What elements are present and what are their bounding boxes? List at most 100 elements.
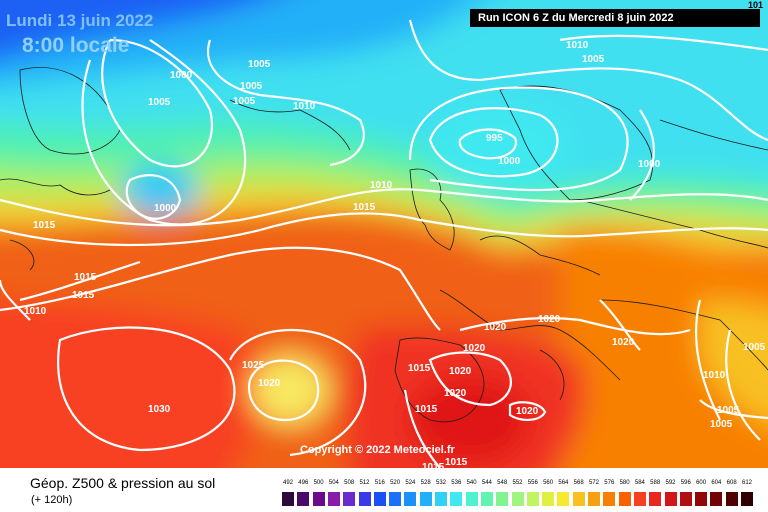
legend-label: 600 [696,480,707,486]
legend-swatches [282,492,756,506]
pressure-label: 1005 [710,419,733,430]
pressure-label: 1005 [717,405,740,416]
legend-swatch [419,492,432,506]
legend-label: 576 [604,480,615,486]
legend-label: 504 [328,480,339,486]
forecast-time: 8:00 locale [22,34,130,57]
legend-label: 608 [726,480,737,486]
legend-swatch [496,492,509,506]
pressure-label: 1005 [743,342,766,353]
legend-label: 548 [497,480,508,486]
pressure-label: 1000 [170,70,193,81]
pressure-label: 1005 [582,54,605,65]
legend-swatch [679,492,692,506]
product-title: Géop. Z500 & pression au sol [30,475,216,491]
legend-swatch [618,492,631,506]
legend-swatch [511,492,524,506]
legend-label: 528 [420,480,431,486]
legend-swatch [741,492,753,506]
legend-label: 604 [711,480,722,486]
legend-label: 512 [359,480,370,486]
pressure-label: 1005 [233,96,256,107]
run-info-banner: Run ICON 6 Z du Mercredi 8 juin 2022 [470,9,760,27]
pressure-label: 995 [486,133,503,144]
legend-swatch [358,492,371,506]
legend-label: 536 [451,480,462,486]
pressure-label: 1005 [148,97,171,108]
isobars [0,19,768,468]
map-canvas: 1000 1005 1005 1005 1005 1010 1000 1015 … [0,0,768,468]
legend-label: 540 [466,480,477,486]
legend-swatch [450,492,463,506]
color-scale-legend: 492 496 500 504 508 512 516 520 524 528 532 536 540 5… [282,480,756,506]
legend-swatch [373,492,386,506]
legend-label: 568 [573,480,584,486]
legend-swatch [389,492,402,506]
pressure-label: 1020 [484,322,507,333]
legend-swatch [633,492,646,506]
legend-swatch [526,492,539,506]
z500-color-field [0,0,768,468]
legend-label: 516 [374,480,385,486]
legend-swatch [435,492,447,506]
legend-label: 492 [282,480,293,486]
pressure-label: 1015 [422,462,445,468]
legend-label: 544 [481,480,492,486]
pressure-label: 1015 [74,272,97,283]
legend-swatch [404,492,417,506]
legend-swatch [725,492,738,506]
legend-swatch [603,492,616,506]
legend-label: 500 [313,480,324,486]
legend-swatch [312,492,325,506]
pressure-label: 1015 [353,202,376,213]
pressure-label: 1010 [370,180,393,191]
legend-label: 524 [405,480,416,486]
pressure-label: 1005 [248,59,271,70]
pressure-label: 1030 [148,404,171,415]
pressure-label: 1010 [293,101,316,112]
legend-labels: 492 496 500 504 508 512 516 520 524 528 532 536 540 5… [282,480,756,490]
pressure-label: 1020 [258,378,281,389]
legend-label: 520 [390,480,401,486]
pressure-label: 1010 [703,370,726,381]
pressure-label: 1015 [33,220,56,231]
legend-label: 564 [558,480,569,486]
pressure-label: 1025 [242,360,265,371]
legend-label: 508 [344,480,355,486]
legend-label: 532 [435,480,446,486]
legend-label: 596 [680,480,691,486]
pressure-label: 1020 [449,366,472,377]
legend-swatch [572,492,585,506]
corner-label: 101 [748,0,764,10]
pressure-label: 1005 [240,81,263,92]
copyright-text: Copyright © 2022 Meteociel.fr [300,444,455,456]
legend-swatch [343,492,356,506]
legend-label: 556 [527,480,538,486]
legend-label: 612 [741,480,752,486]
legend-label: 592 [665,480,676,486]
legend-swatch [710,492,723,506]
pressure-labels: 1000 1005 1005 1005 1005 1010 1000 1015 … [24,40,766,468]
pressure-label: 1020 [612,337,635,348]
legend-label: 580 [619,480,630,486]
legend-swatch [282,492,294,506]
legend-label: 552 [512,480,523,486]
legend-swatch [297,492,310,506]
pressure-label: 1020 [444,388,467,399]
pressure-label: 1015 [415,404,438,415]
pressure-label: 1015 [72,290,95,301]
legend-swatch [465,492,478,506]
legend-swatch [542,492,555,506]
pressure-label: 1010 [566,40,589,51]
legend-label: 560 [543,480,554,486]
pressure-label: 1015 [445,457,468,468]
geopotential-map: 1000 1005 1005 1005 1005 1010 1000 1015 … [0,0,768,468]
pressure-label: 1020 [538,314,561,325]
pressure-label: 1000 [498,156,521,167]
legend-swatch [557,492,570,506]
legend-swatch [480,492,493,506]
legend-label: 572 [588,480,599,486]
legend-label: 584 [634,480,645,486]
pressure-label: 1020 [516,406,539,417]
